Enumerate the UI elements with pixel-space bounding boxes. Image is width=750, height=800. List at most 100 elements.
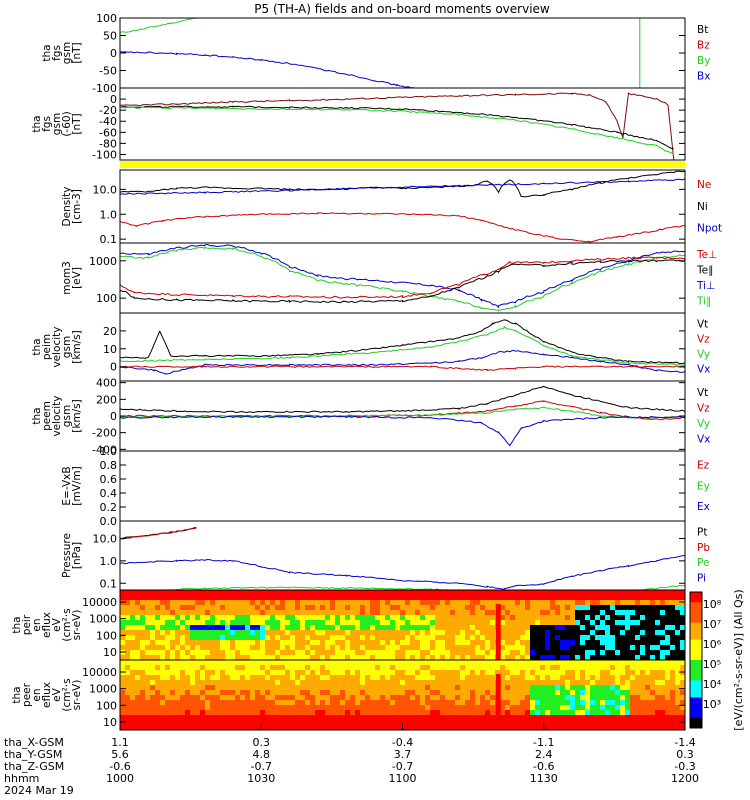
y-axis-label: gsm [61,405,73,427]
y-tick-label: -100 [92,148,117,161]
y-axis-label: eV [51,617,63,631]
y-axis-label: velocity [51,326,63,367]
y-tick-label: -100 [92,82,117,95]
legend-Ey: Ey [697,480,710,492]
y-tick-label: 0.8 [100,459,118,472]
legend-Bt: Bt [697,24,708,36]
y-axis-label: tha [11,686,23,703]
legend-Vz: Vz [697,402,710,414]
x-tick-label: -1.4 [674,736,695,749]
y-tick-label: 10.0 [93,183,118,196]
y-axis-label: eV [51,687,63,701]
series-te⊥-line [120,256,685,299]
x-tick-label: -0.7 [251,760,272,773]
y-axis-label: peir [21,614,33,635]
y-axis-label: eflux [41,612,53,638]
legend-Vt: Vt [697,319,708,331]
y-axis-label: peim [41,334,53,360]
y-tick-label: 10000 [82,596,117,609]
series-vx-line [120,349,685,375]
x-row-label: 2024 Mar 19 [4,784,74,797]
y-tick-label: -60 [99,126,117,139]
legend-Vy: Vy [697,349,710,361]
y-tick-label: 1.0 [100,555,118,568]
legend-Vx: Vx [697,364,710,376]
x-tick-label: 2.4 [535,748,553,761]
series-by-line [120,18,197,33]
y-axis-label: gsm [61,42,73,64]
x-tick-label: 1030 [247,772,275,785]
colorbar-tick: 10⁷ [703,618,721,631]
legend-Pe: Pe [697,557,709,569]
y-axis-label: [mV/m] [71,466,83,505]
x-tick-label: 1130 [530,772,558,785]
x-tick-label: -0.4 [392,736,413,749]
legend-Ni: Ni [697,201,708,213]
y-axis-label: peer [21,682,33,707]
legend-Npot: Npot [697,223,722,235]
series-pt-line [120,526,197,540]
x-row-label: tha_Y-GSM [4,748,62,761]
y-tick-label: 200 [96,393,117,406]
series-ni-line [120,170,685,198]
y-tick-label: 0.1 [100,233,118,246]
panel-e_vxb: 1.00.80.60.40.20.0 E=-VxB[mV/m] Ez Ey Ex [61,445,710,528]
y-axis-label: mom3 [61,261,73,295]
y-tick-label: -80 [99,137,117,150]
panel-frame [119,169,686,244]
y-tick-label: -40 [99,115,117,128]
y-axis-label: peem [41,401,53,431]
colorbar-tick: 10⁶ [703,638,722,651]
series-pe-line [156,584,685,590]
panel-moms_temp: 1000 100 mom3[eV] Te⊥ Te∥ Ti⊥ Ti∥ [61,242,717,314]
y-axis-label: fgs [51,45,63,61]
y-axis-label: [nT] [71,42,83,63]
panel-frame [119,312,686,382]
y-tick-label: 0.2 [100,501,118,514]
colorbar-tick: 10³ [703,698,721,711]
legend-Ti∥: Ti∥ [696,295,711,307]
x-tick-label: 5.6 [111,748,129,761]
y-tick-label: -50 [99,65,117,78]
y-axis-label: gsm [61,336,73,358]
legend-Pb: Pb [697,542,710,554]
x-tick-label: 3.7 [394,748,412,761]
y-tick-label: 10 [103,716,117,729]
x-row-label: tha_Z-GSM [4,760,64,773]
y-tick-label: -200 [92,427,117,440]
y-tick-label: 50 [103,30,117,43]
legend-By: By [697,55,710,67]
y-axis-label: tha [11,616,23,633]
y-tick-label: 10 [103,646,117,659]
x-tick-label: 4.8 [253,748,271,761]
series-ti⊥-line [120,244,685,309]
y-axis-label: E=-VxB [61,466,73,505]
panel-peer_en_eflux: 10000 1000 100 10 thapeerenefluxeV(cm²·ssr-e… [11,659,686,731]
panel-frame [119,450,686,522]
series-bx-line [120,51,414,88]
panel-density: 10.0 1.0 0.1 Density[cm-3] Ne Ni Npot [61,169,722,246]
legend-Bz: Bz [697,39,710,51]
y-tick-label: 0 [110,410,117,423]
x-tick-label: -0.7 [392,760,413,773]
y-axis-label: eflux [41,682,53,708]
panel-frame [119,87,686,161]
colorbar-tick: 10⁸ [703,598,722,611]
y-tick-label: -20 [99,104,117,117]
y-axis-label: tha [31,407,43,424]
plot-title: P5 (TH-A) fields and on-board moments ov… [254,2,550,16]
y-axis-label: tha [31,115,43,132]
legend-Ne: Ne [697,179,711,191]
y-tick-label: 1000 [89,613,117,626]
y-axis-label: (-60) [61,111,73,136]
y-axis-label: gsm [51,113,63,135]
series-ne-line [120,212,685,243]
y-axis-label: (cm²·s [61,608,73,641]
series-vy-line [120,406,685,419]
series-bz-line [120,92,675,160]
y-tick-label: 20 [103,325,117,338]
y-tick-label: 1000 [89,683,117,696]
